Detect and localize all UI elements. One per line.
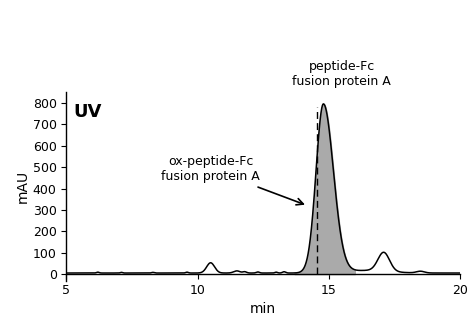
Text: peptide-Fc
fusion protein A: peptide-Fc fusion protein A	[292, 60, 391, 88]
Text: ox-peptide-Fc
fusion protein A: ox-peptide-Fc fusion protein A	[161, 155, 303, 205]
Text: UV: UV	[73, 103, 101, 121]
X-axis label: min: min	[250, 302, 276, 316]
Y-axis label: mAU: mAU	[16, 170, 30, 203]
